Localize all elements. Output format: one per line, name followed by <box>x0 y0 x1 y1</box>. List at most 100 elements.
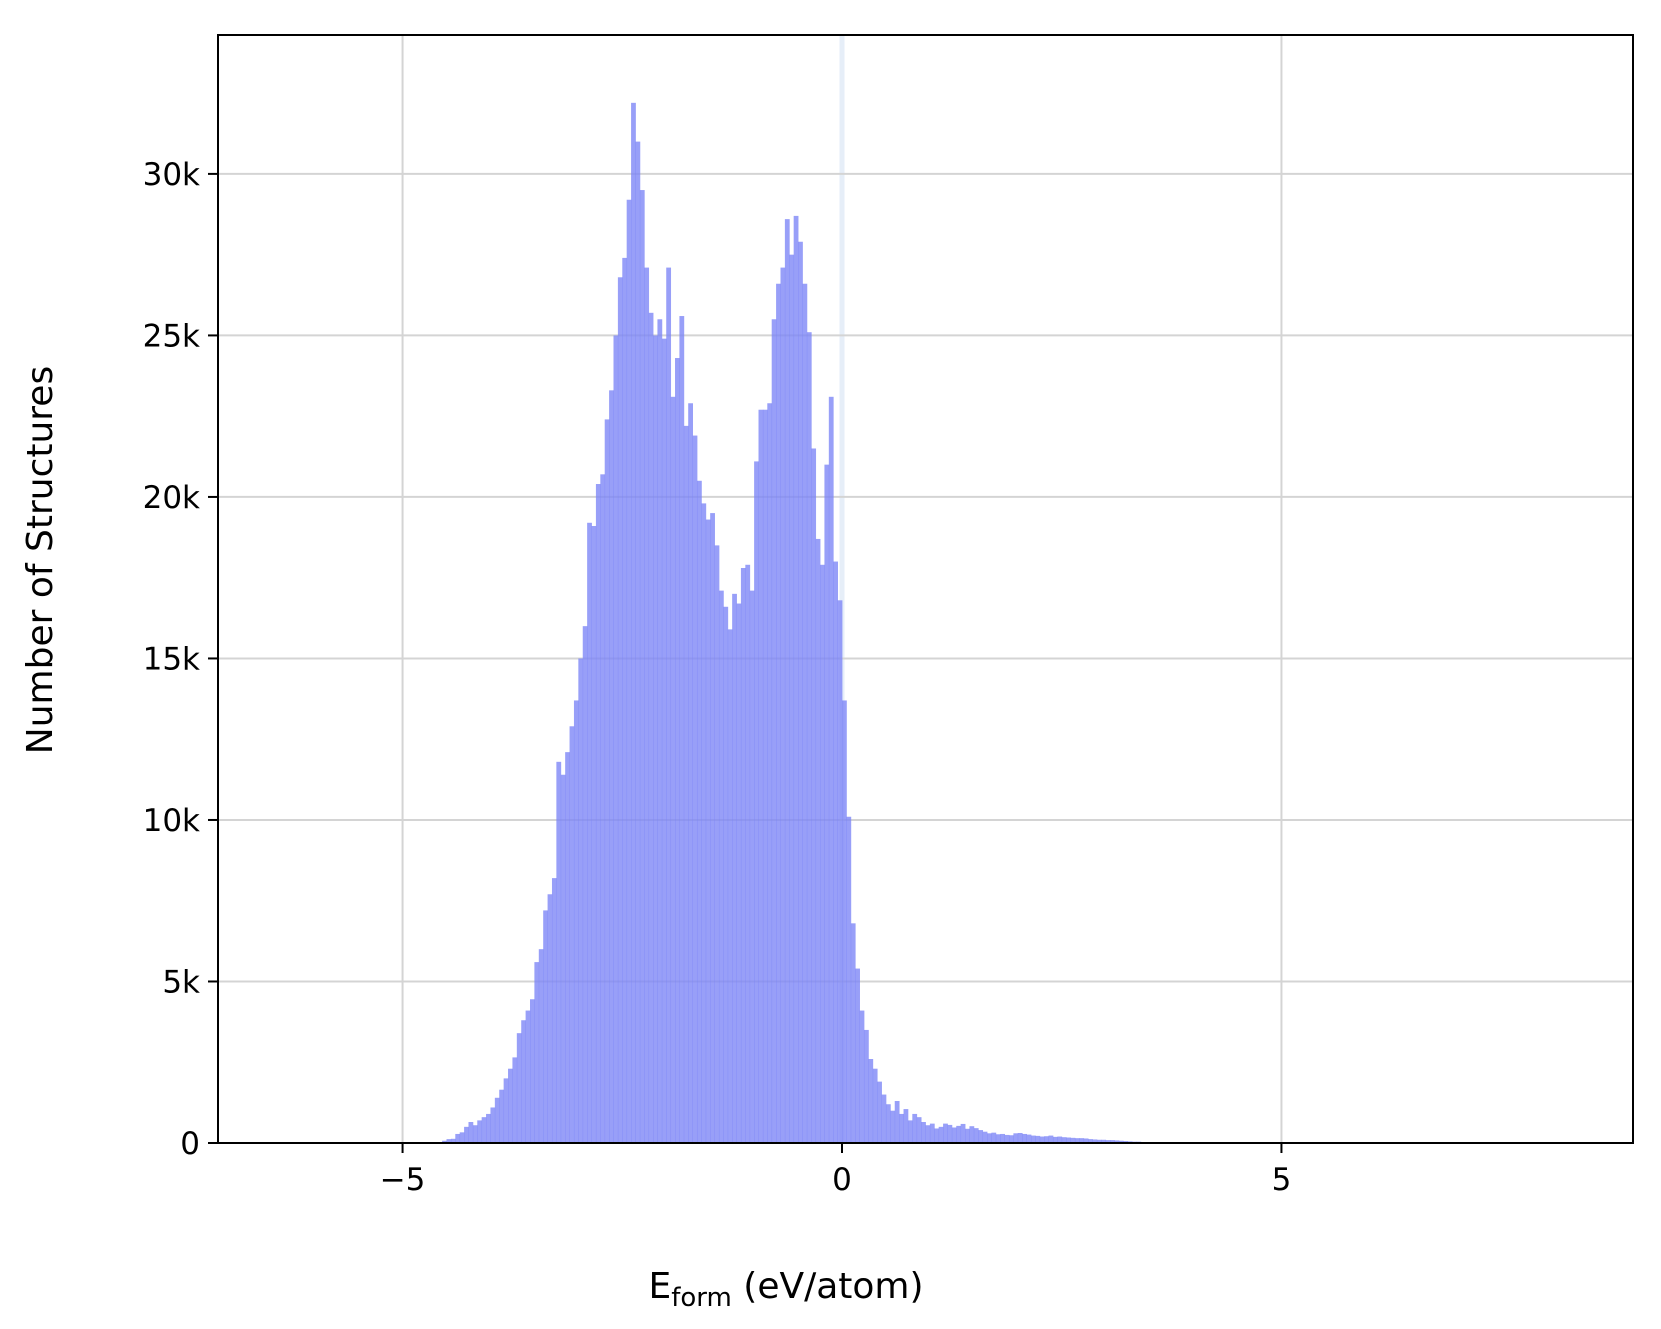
histogram-bar <box>494 1097 500 1143</box>
histogram-bar <box>837 600 843 1143</box>
histogram-bar <box>881 1094 887 1143</box>
histogram-bar <box>934 1128 940 1143</box>
y-tick-label: 20k <box>143 480 200 516</box>
histogram-bar <box>863 1029 869 1143</box>
histogram-bar <box>938 1126 944 1143</box>
histogram-bar <box>740 568 746 1143</box>
histogram-bar <box>622 257 628 1144</box>
histogram-bar <box>776 283 781 1143</box>
histogram-bar <box>464 1126 469 1143</box>
histogram-bar <box>446 1139 452 1143</box>
histogram-bar <box>600 474 606 1143</box>
histogram-bar <box>824 464 830 1143</box>
histogram-bar <box>754 461 759 1143</box>
histogram-bar <box>675 358 680 1143</box>
histogram-bar <box>903 1109 909 1143</box>
histogram-bar <box>490 1107 496 1143</box>
histogram-bar <box>1008 1135 1014 1143</box>
histogram-bar <box>459 1132 465 1143</box>
histogram-bar <box>978 1130 984 1143</box>
histogram-bar <box>1083 1138 1089 1143</box>
histogram-bar <box>595 484 601 1143</box>
histogram-bar <box>714 545 720 1143</box>
histogram-bar <box>639 190 645 1143</box>
histogram-bar <box>683 425 689 1144</box>
histogram-bar <box>929 1123 935 1143</box>
histogram-bars <box>442 102 1186 1144</box>
histogram-bar <box>1035 1135 1041 1143</box>
histogram-bar <box>806 332 812 1143</box>
histogram-bar <box>947 1124 953 1143</box>
histogram-bar <box>991 1132 997 1143</box>
histogram-bar <box>1066 1137 1071 1143</box>
histogram-bar <box>604 419 610 1143</box>
x-tick-label: −5 <box>380 1162 426 1198</box>
histogram-bar <box>727 629 733 1143</box>
histogram-bar <box>771 319 777 1144</box>
y-tick-label: 30k <box>143 157 200 193</box>
histogram-bar <box>692 435 698 1143</box>
histogram-bar <box>525 1010 531 1143</box>
histogram-bar <box>530 999 535 1143</box>
histogram-bar <box>872 1068 878 1143</box>
histogram-bar <box>885 1104 891 1143</box>
histogram-bar <box>499 1089 505 1143</box>
histogram-bar <box>820 564 825 1143</box>
histogram-bar <box>855 968 860 1143</box>
y-tick-label: 5k <box>162 964 200 1000</box>
histogram-bar <box>578 658 584 1143</box>
histogram-bar <box>710 513 715 1143</box>
axis-ticks: −5 0 5 0 5k 10k 15k 20k 25k 30k <box>143 157 1292 1198</box>
histogram-bar <box>802 283 808 1143</box>
histogram-bar <box>521 1020 527 1143</box>
histogram-bar <box>1088 1139 1093 1143</box>
histogram-bar <box>969 1126 975 1143</box>
histogram-bar <box>556 761 562 1143</box>
histogram-bar <box>723 606 729 1143</box>
histogram-bar <box>877 1081 882 1143</box>
histogram-bar <box>1079 1138 1085 1143</box>
histogram-bar <box>1114 1140 1120 1143</box>
histogram-bar <box>1039 1136 1045 1143</box>
histogram-bar <box>1092 1139 1098 1143</box>
histogram-bar <box>670 396 676 1144</box>
y-tick-label: 25k <box>143 318 200 354</box>
histogram-bar <box>1017 1132 1023 1143</box>
histogram-bar <box>943 1123 948 1143</box>
histogram-bar <box>648 312 654 1143</box>
histogram-bar <box>468 1122 474 1143</box>
histogram-bar <box>547 894 553 1143</box>
y-tick-label: 10k <box>143 803 200 839</box>
histogram-bar <box>1070 1137 1076 1143</box>
histogram-bar <box>833 561 839 1143</box>
histogram-bar <box>899 1113 904 1143</box>
histogram-bar <box>679 316 685 1143</box>
x-axis-title-subscript: form <box>671 1283 732 1313</box>
x-axis-title-symbol: E <box>648 1266 671 1307</box>
histogram-bar <box>1105 1140 1111 1143</box>
histogram-bar <box>591 526 597 1143</box>
histogram-bar <box>793 215 799 1144</box>
x-axis-title: Eform (eV/atom) <box>648 1266 923 1313</box>
histogram-bar <box>749 590 755 1143</box>
histogram-bar <box>745 564 751 1143</box>
histogram-bar <box>784 219 790 1143</box>
histogram-bar <box>508 1068 513 1143</box>
histogram-bar <box>551 878 557 1143</box>
histogram-bar <box>701 503 707 1144</box>
histogram-bar <box>811 448 817 1143</box>
histogram-bar <box>868 1059 874 1143</box>
histogram-bar <box>587 522 592 1143</box>
histogram-bar <box>758 409 764 1144</box>
histogram-bar <box>1110 1140 1115 1143</box>
histogram-bar <box>455 1133 461 1143</box>
histogram-bar <box>767 403 773 1143</box>
histogram-bar <box>850 923 856 1143</box>
histogram-bar <box>987 1133 992 1143</box>
histogram-bar <box>644 267 650 1143</box>
histogram-bar <box>1013 1133 1019 1143</box>
histogram-bar <box>894 1101 900 1143</box>
histogram-bar <box>828 396 834 1144</box>
histogram-bar <box>472 1125 478 1143</box>
